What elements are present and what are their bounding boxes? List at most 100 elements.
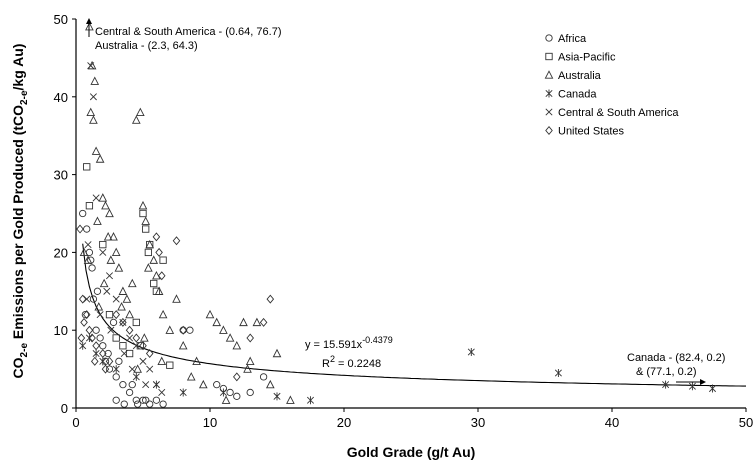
point-circle — [79, 209, 87, 218]
point-circle — [99, 342, 107, 350]
point-diamond — [101, 364, 110, 374]
point-triangle — [99, 278, 109, 288]
legend-label-circle: Africa — [558, 33, 587, 45]
x-tick-label-2: 20 — [337, 415, 351, 430]
series-triangle — [79, 21, 295, 404]
point-diamond — [266, 294, 275, 304]
point-circle — [233, 392, 241, 400]
point-diamond — [155, 247, 163, 257]
annotation-right-1: Canada - (82.4, 0.2) — [627, 352, 725, 364]
legend-label-square: Asia-Pacific — [558, 52, 616, 64]
point-cross — [158, 388, 166, 396]
point-asterisk — [306, 396, 315, 405]
point-asterisk — [662, 380, 670, 389]
point-cross — [112, 295, 120, 303]
y-title-sub-1: 2-e — [19, 343, 30, 358]
legend-label-diamond: United States — [558, 126, 625, 138]
point-asterisk — [708, 384, 717, 393]
point-diamond — [125, 325, 134, 335]
point-circle — [88, 264, 96, 272]
point-diamond — [119, 317, 127, 327]
data-points — [76, 21, 717, 408]
point-diamond — [233, 372, 241, 382]
y-title-part-2: Emissions per Gold Produced (tCO — [10, 105, 26, 343]
x-axis-title: Gold Grade (g/t Au) — [347, 444, 476, 460]
legend-marker-circle — [545, 34, 553, 42]
point-diamond — [246, 333, 254, 343]
point-triangle — [245, 356, 255, 365]
point-triangle — [144, 263, 153, 272]
point-circle — [139, 396, 147, 404]
legend-marker-diamond — [545, 126, 553, 135]
point-triangle — [109, 232, 118, 241]
point-cross — [92, 194, 100, 202]
point-cross — [99, 248, 107, 256]
point-triangle — [145, 239, 155, 249]
point-circle — [146, 400, 154, 408]
point-cross — [107, 326, 115, 334]
point-triangle — [86, 107, 96, 117]
y-axis-title: CO2-e Emissions per Gold Produced (tCO2-… — [10, 44, 30, 379]
point-asterisk — [99, 357, 107, 366]
point-triangle — [154, 286, 164, 295]
point-circle — [109, 318, 118, 327]
point-triangle — [117, 302, 126, 311]
point-triangle — [91, 146, 101, 155]
point-asterisk — [112, 365, 120, 374]
annotation-top-2: Australia - (2.3, 64.3) — [95, 40, 198, 52]
point-triangle — [239, 317, 248, 327]
annotation-top-1: Central & South America - (0.64, 76.7) — [95, 26, 281, 38]
tick-labels: 0 10 20 30 40 50 0 10 20 30 40 50 — [54, 12, 754, 430]
point-triangle — [165, 325, 175, 334]
point-circle — [159, 400, 167, 408]
point-square — [83, 163, 91, 171]
point-triangle — [114, 263, 124, 272]
point-diamond — [88, 333, 96, 343]
point-square — [85, 202, 94, 210]
point-triangle — [98, 193, 108, 202]
x-tick-label-4: 40 — [605, 415, 619, 430]
point-triangle — [141, 216, 151, 225]
point-asterisk — [273, 392, 281, 401]
point-circle — [92, 326, 100, 334]
series-square — [83, 163, 174, 369]
y-tick-label-4: 40 — [54, 90, 68, 105]
point-triangle — [122, 294, 132, 303]
point-triangle — [272, 348, 282, 358]
point-diamond — [145, 349, 154, 359]
point-square — [144, 248, 153, 257]
point-triangle — [192, 356, 201, 365]
point-circle — [83, 225, 91, 233]
point-asterisk — [79, 341, 87, 350]
point-circle — [133, 400, 142, 408]
point-triangle — [133, 364, 142, 373]
point-diamond — [76, 224, 84, 234]
point-circle — [105, 365, 114, 373]
point-asterisk — [688, 382, 696, 391]
point-triangle — [152, 270, 161, 280]
point-diamond — [85, 325, 94, 335]
r2-base: R — [322, 358, 330, 370]
legend-label-cross: Central & South America — [558, 107, 679, 119]
point-circle — [115, 357, 123, 365]
point-diamond — [105, 356, 114, 366]
point-triangle — [83, 255, 93, 264]
arrow-up-head — [86, 18, 92, 24]
point-triangle — [212, 317, 222, 327]
fit-r-squared: R2 = 0.2248 — [322, 354, 381, 370]
point-circle — [125, 388, 134, 397]
point-square — [142, 225, 150, 233]
legend-label-asterisk: Canada — [558, 89, 597, 101]
point-triangle — [149, 255, 159, 264]
point-circle — [179, 326, 187, 334]
point-diamond — [112, 310, 120, 320]
point-circle — [246, 388, 254, 397]
point-triangle — [90, 76, 100, 85]
point-square — [125, 349, 134, 358]
point-square — [132, 318, 140, 327]
point-asterisk — [554, 368, 562, 377]
point-square — [119, 342, 127, 350]
y-tick-label-2: 20 — [54, 245, 68, 260]
y-title-part-3: /kg Au) — [10, 44, 26, 91]
